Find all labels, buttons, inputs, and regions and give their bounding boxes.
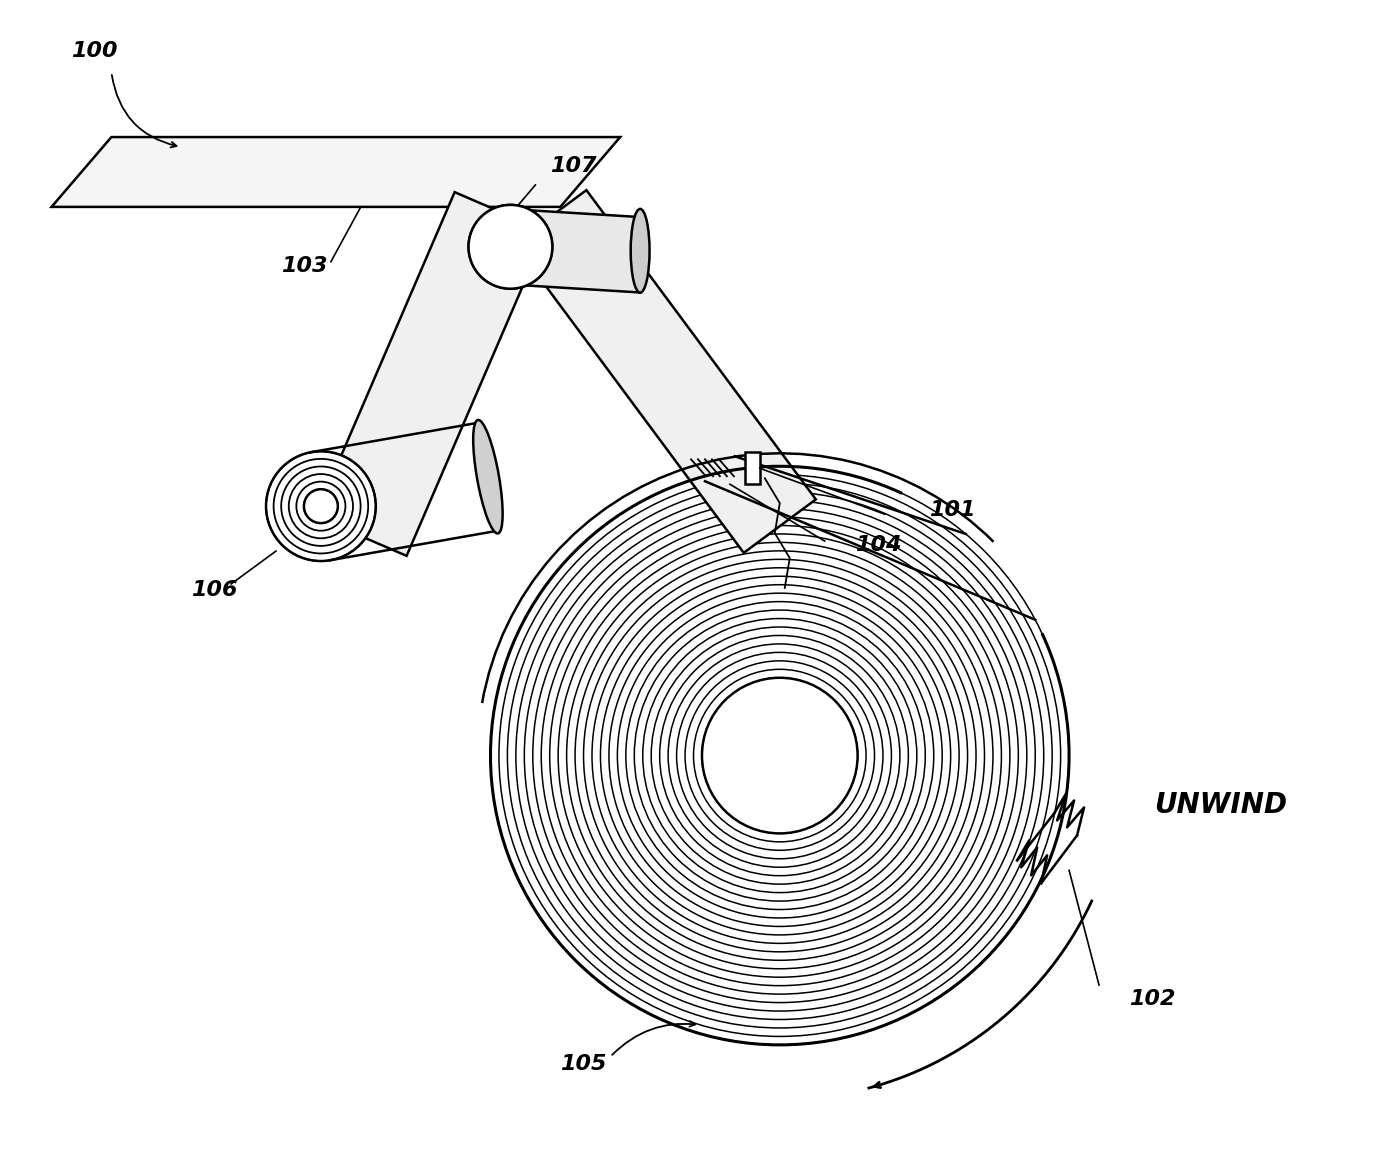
Text: 102: 102 [1129, 990, 1176, 1009]
Polygon shape [745, 452, 759, 484]
Text: 106: 106 [191, 580, 238, 600]
Circle shape [703, 677, 857, 833]
Text: 101: 101 [929, 501, 976, 520]
Polygon shape [514, 190, 816, 553]
Polygon shape [51, 138, 620, 207]
Ellipse shape [631, 209, 650, 292]
Circle shape [266, 451, 376, 561]
Circle shape [469, 205, 552, 289]
Circle shape [469, 205, 552, 289]
Circle shape [304, 489, 337, 524]
Polygon shape [315, 192, 546, 556]
Text: 103: 103 [281, 255, 328, 276]
Polygon shape [510, 209, 640, 292]
Text: 107: 107 [550, 156, 597, 176]
Text: 105: 105 [560, 1054, 607, 1074]
Circle shape [491, 466, 1069, 1045]
Text: 104: 104 [855, 535, 902, 555]
Text: UNWIND: UNWIND [1153, 792, 1288, 820]
Text: 100: 100 [72, 42, 118, 61]
Ellipse shape [473, 420, 502, 533]
